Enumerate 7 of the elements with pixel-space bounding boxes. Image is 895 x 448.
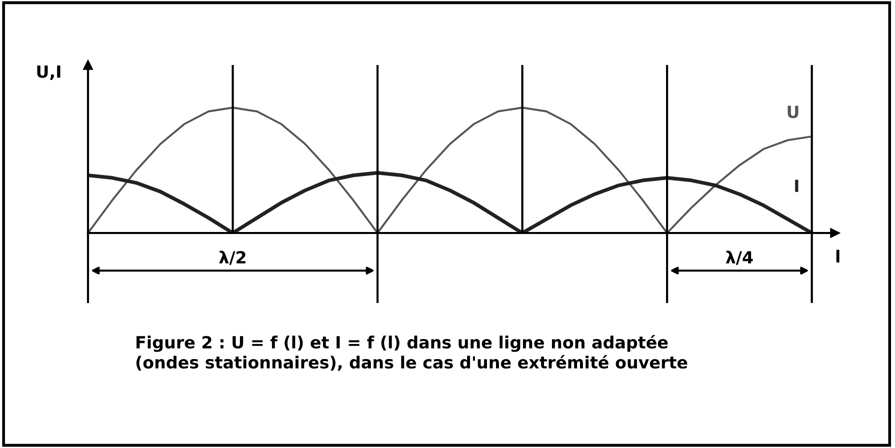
x-axis-title: l xyxy=(836,250,840,262)
series-label: U xyxy=(788,106,798,118)
text: λ/4 xyxy=(726,250,753,265)
y-axis-title: U,I xyxy=(37,66,60,80)
text: λ/2 xyxy=(219,250,246,265)
series-label: I xyxy=(795,180,798,192)
caption: Figure 2 : U = f (l) et I = f (l) dans une ligne non adaptée (ondes stationnaires), dans le cas d'une extrémité ouverte xyxy=(136,335,688,371)
